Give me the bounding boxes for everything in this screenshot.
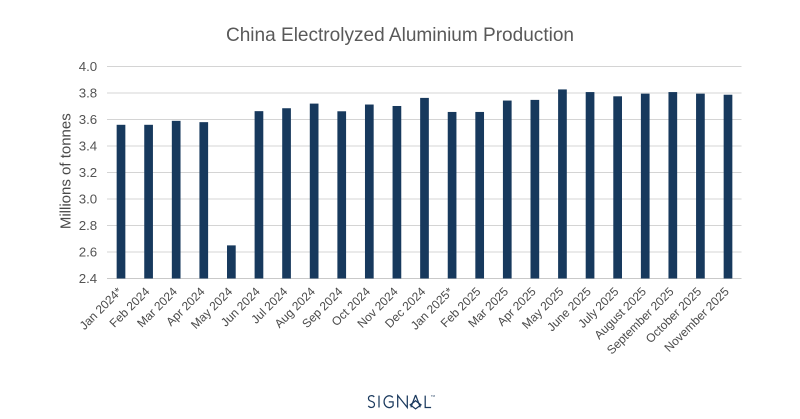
svg-text:2.8: 2.8 bbox=[79, 218, 98, 233]
svg-text:2.6: 2.6 bbox=[79, 245, 98, 260]
svg-text:Millions of tonnes: Millions of tonnes bbox=[58, 113, 75, 229]
svg-text:2.4: 2.4 bbox=[79, 271, 98, 286]
svg-text:China Electrolyzed Aluminium P: China Electrolyzed Aluminium Production bbox=[226, 25, 574, 46]
svg-text:3.8: 3.8 bbox=[79, 86, 98, 101]
svg-text:3.4: 3.4 bbox=[79, 139, 98, 154]
svg-text:3.2: 3.2 bbox=[79, 165, 98, 180]
svg-text:3.6: 3.6 bbox=[79, 112, 98, 127]
svg-text:4.0: 4.0 bbox=[79, 59, 98, 74]
svg-text:TM: TM bbox=[431, 394, 436, 398]
svg-text:3.0: 3.0 bbox=[79, 192, 98, 207]
